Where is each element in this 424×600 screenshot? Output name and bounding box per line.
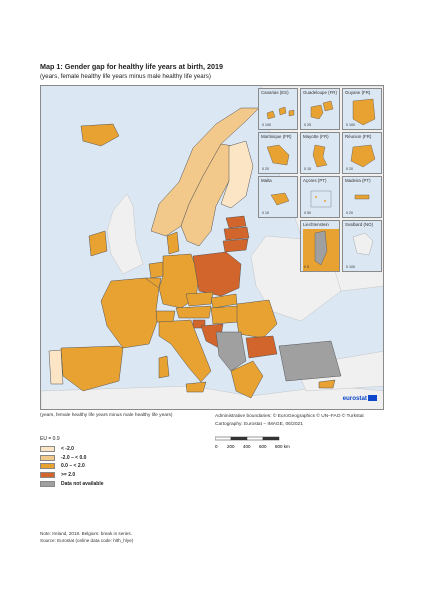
legend-item: 0.0 – < 2.0 [40,463,104,471]
region-denmark [166,231,180,255]
scale-label: 600 [259,444,267,449]
legend-swatch [40,454,55,461]
inset-madeira: Madeira (PT) 0 20 [342,176,382,218]
scale-bar: 0 200 400 600 800 km [214,435,315,455]
inset-canarias: Canarias (ES) 0 100 [258,88,298,130]
region-finland [220,140,254,209]
region-czechia [185,291,214,307]
region-austria [175,305,212,319]
eu-flag-icon [368,395,377,401]
region-portugal [48,349,64,385]
region-western-balkans [215,331,247,372]
inset-guadeloupe: Guadeloupe (FR) 0 25 [300,88,340,130]
region-iceland [80,123,120,147]
region-france [100,277,160,349]
eurostat-logo: eurostat [343,395,377,402]
region-lithuania [222,238,249,253]
region-spain [60,345,124,392]
legend-title: EU = 0.9 [40,436,60,442]
region-switzerland [155,310,176,323]
map-subtitle: (years, female healthy life years minus … [40,73,211,80]
legend-item: -2.0 – < 0.0 [40,454,104,462]
region-latvia [223,226,250,241]
legend: EU = 0.9 < -2.0 -2.0 – < 0.0 0.0 – < 2.0… [40,436,104,489]
legend-swatch [40,463,55,470]
inset-reunion: Réunion (FR) 0 20 [342,132,382,174]
region-turkey [278,340,342,382]
region-romania [236,299,278,339]
inset-mayotte: Mayotte (FR) 0 15 [300,132,340,174]
region-italy [158,319,212,383]
inset-liechtenstein: Liechtenstein 0 5 [300,220,340,272]
region-hungary [210,305,240,325]
land-africa [41,385,383,409]
credit-cartography: Cartography: Eurostat − IMAGE, 06/2021 [215,421,303,427]
region-cyprus [318,379,336,389]
inset-svalbard: Svalbard (NO) 0 100 [342,220,382,272]
region-sicily [185,381,207,393]
inset-acores: Açores (PT) 0 50 [300,176,340,218]
scale-label: 200 [227,444,235,449]
region-poland [192,251,242,297]
region-sardinia [158,355,170,379]
legend-item: < -2.0 [40,445,104,453]
scale-label: 400 [243,444,251,449]
region-bulgaria [245,335,278,359]
map-title: Map 1: Gender gap for healthy life years… [40,62,223,71]
credits: Administrative boundaries: © EuroGeograp… [215,413,364,428]
legend-item: Data not available [40,480,104,488]
region-ireland [88,230,108,257]
region-netherlands [148,261,164,279]
note-text: Note: Ireland, 2018. Belgium: break in s… [40,531,132,536]
inset-guyane: Guyane (FR) 0 100 [342,88,382,130]
map-caption: (years, female healthy life years minus … [40,413,173,418]
scale-label: 0 [215,444,218,449]
inset-martinique: Martinique (FR) 0 20 [258,132,298,174]
land-uk [106,193,144,275]
credit-boundaries: Administrative boundaries: © EuroGeograp… [215,414,364,419]
inset-malta: Malta 0 10 [258,176,298,218]
source-text: Source: Eurostat (online data code: hlth… [40,538,134,544]
map-area: Canarias (ES) 0 100 Guadeloupe (FR) 0 25… [40,85,384,410]
region-estonia [225,215,247,229]
legend-swatch [40,445,55,452]
notes: Note: Ireland, 2018. Belgium: break in s… [40,530,133,544]
scale-label: 800 km [275,444,290,449]
region-slovakia [210,293,238,309]
legend-item: >= 2.0 [40,471,104,479]
region-greece [230,360,264,399]
legend-swatch [40,472,55,479]
legend-swatch [40,481,55,488]
